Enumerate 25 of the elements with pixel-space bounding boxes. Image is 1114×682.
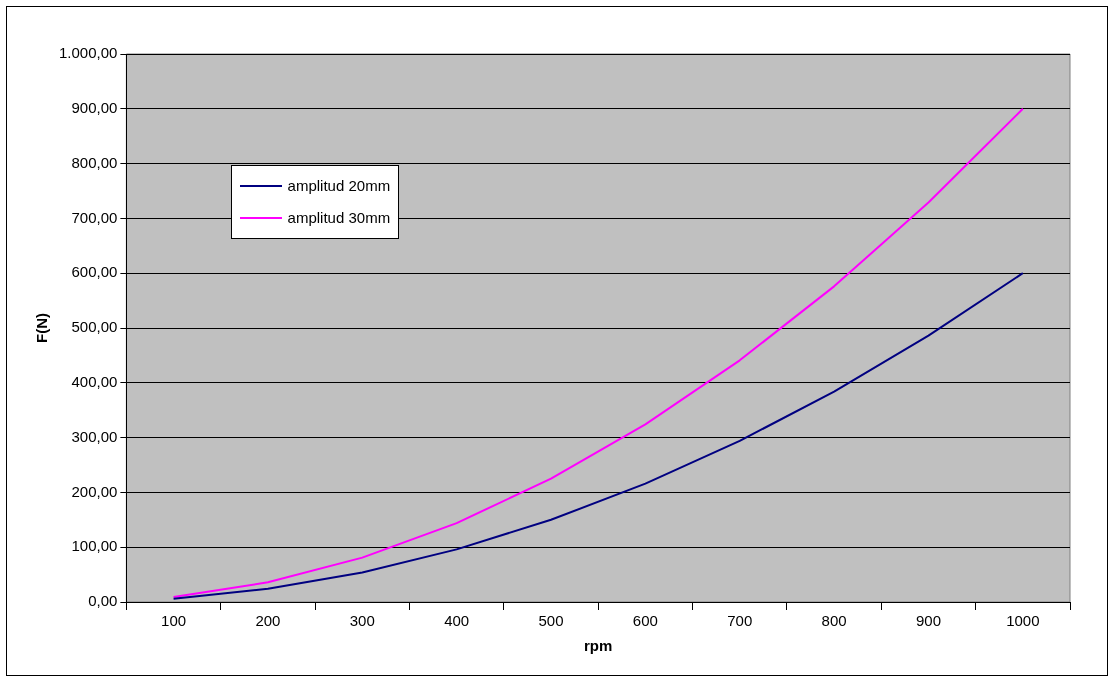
y-tick-label: 700,00 (71, 208, 118, 226)
y-tick-label: 500,00 (71, 318, 118, 336)
y-tick-label: 200,00 (71, 482, 118, 500)
x-tick-label: 900 (915, 612, 941, 630)
y-tick-label: 0,00 (88, 592, 118, 610)
y-tick-label: 400,00 (71, 372, 118, 390)
x-tick-label: 700 (727, 612, 753, 630)
legend-label: amplitud 30mm (287, 209, 391, 227)
y-tick-label: 600,00 (71, 263, 118, 281)
y-tick-label: 1.000,00 (59, 44, 118, 62)
y-tick-label: 800,00 (71, 153, 118, 171)
x-tick-label: 500 (538, 612, 564, 630)
x-tick-label: 1000 (1006, 612, 1040, 630)
y-tick-label: 100,00 (71, 537, 118, 555)
y-axis-title: F(N) (33, 313, 51, 343)
x-tick-label: 300 (349, 612, 375, 630)
x-tick-label: 200 (255, 612, 281, 630)
x-tick-label: 100 (161, 612, 187, 630)
x-axis-title: rpm (584, 637, 613, 655)
y-tick-label: 900,00 (71, 98, 118, 116)
x-tick-label: 600 (632, 612, 658, 630)
x-tick-label: 800 (821, 612, 847, 630)
x-tick-label: 400 (444, 612, 470, 630)
y-tick-label: 300,00 (71, 427, 118, 445)
legend-label: amplitud 20mm (287, 177, 391, 195)
